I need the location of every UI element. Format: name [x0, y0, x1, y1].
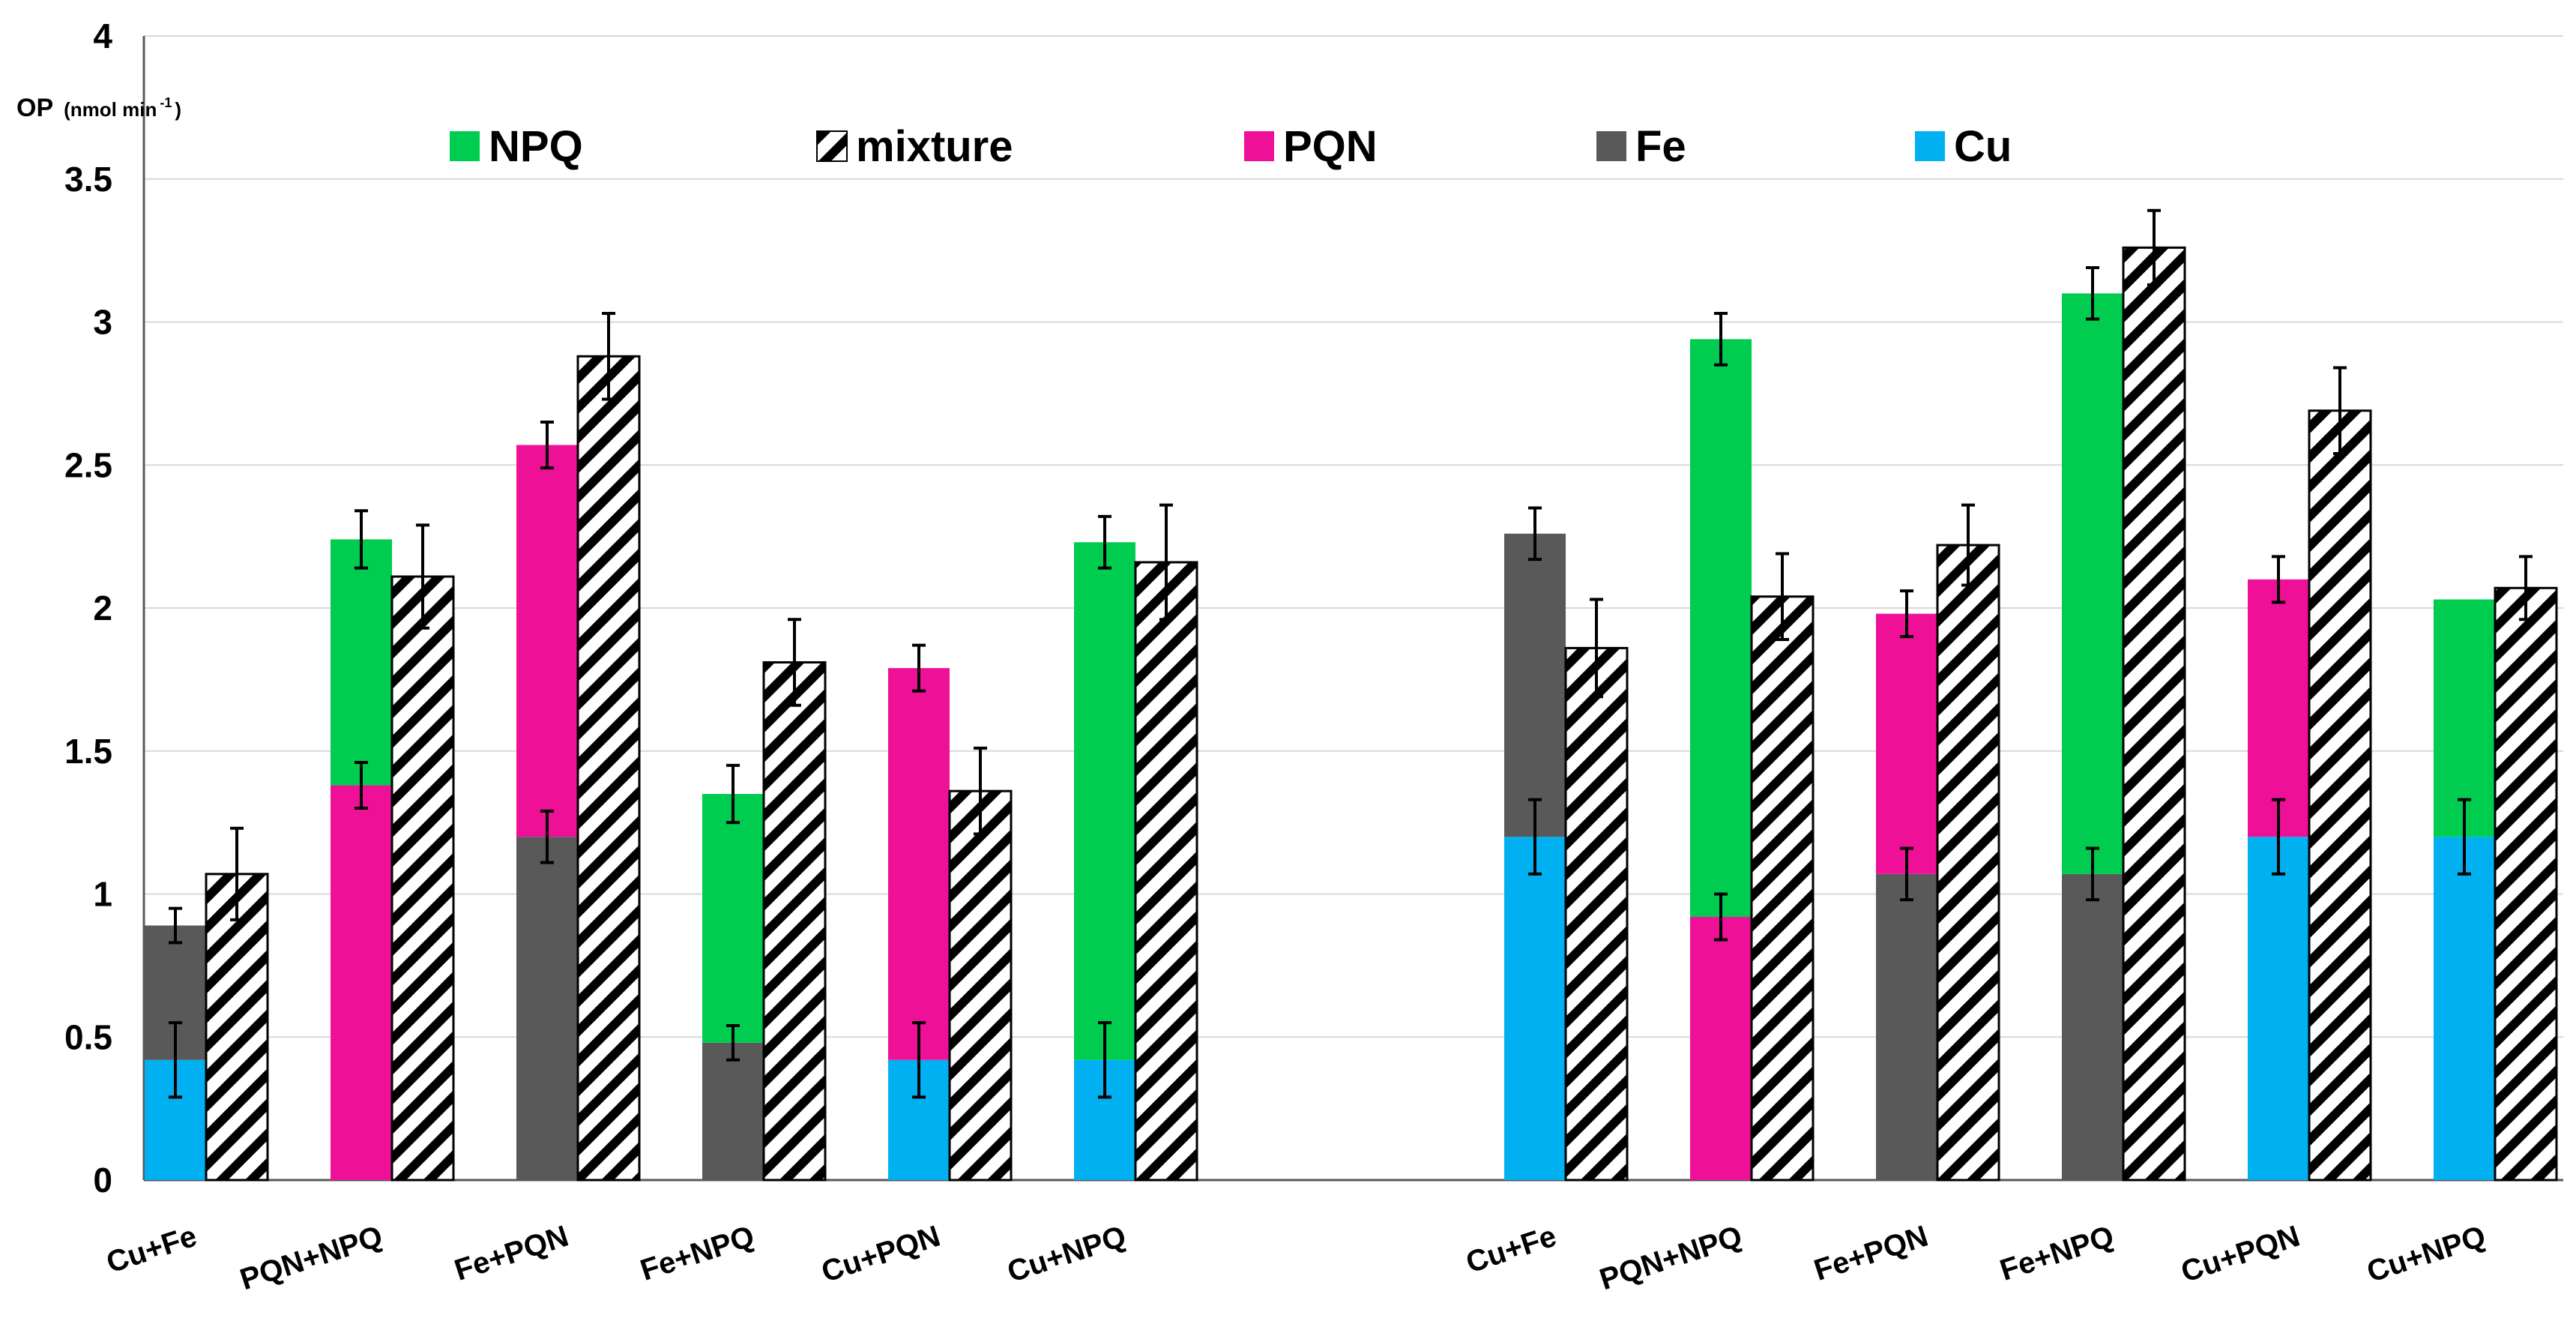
- bar-segment-fe: [2062, 873, 2123, 1180]
- legend: NPQ mixture PQN Fe Cu: [450, 122, 2012, 171]
- bar-segment-pqn: [331, 785, 392, 1180]
- y-axis-label: OP: [16, 94, 53, 122]
- bar-mixture: [1750, 595, 1815, 1182]
- y-axis-unit-superscript: -1: [160, 95, 172, 110]
- legend-swatch-npq: [450, 131, 480, 161]
- bar-segment-pqn: [888, 668, 950, 1060]
- y-tick-label: 0: [93, 1161, 112, 1200]
- bar-segment-npq: [331, 539, 392, 786]
- bar-mixture: [2308, 409, 2372, 1182]
- bar-segment-cu: [2248, 837, 2309, 1180]
- category-label: Cu+NPQ: [1004, 1220, 1130, 1289]
- category-label: PQN+NPQ: [1596, 1220, 1746, 1297]
- category-label: Fe+PQN: [1810, 1220, 1932, 1287]
- category-label: Fe+NPQ: [636, 1220, 758, 1287]
- bar-segment-cu: [2434, 837, 2495, 1180]
- gridlines: [144, 35, 2563, 1038]
- category-label: Fe+PQN: [450, 1220, 573, 1287]
- category-label: Fe+NPQ: [1996, 1220, 2118, 1287]
- y-tick-label: 1: [93, 875, 112, 914]
- category-label: Cu+NPQ: [2363, 1220, 2490, 1289]
- category-label: Cu+PQN: [818, 1220, 944, 1289]
- category-labels: Cu+Fe PQN+NPQ Fe+PQN Fe+NPQ Cu+PQN Cu+NPQ Cu+F…: [103, 1220, 2490, 1297]
- bar-segment-pqn: [2248, 579, 2309, 837]
- y-tick-labels: 0 0.5 1 1.5 2 2.5 3 3.5 4: [64, 16, 112, 1200]
- y-axis-unit: (nmol min: [64, 98, 157, 121]
- legend-swatch-fe: [1596, 131, 1626, 161]
- category-label: Cu+Fe: [1462, 1220, 1560, 1280]
- bar-segment-pqn: [1690, 917, 1752, 1180]
- bars: [145, 246, 2558, 1182]
- bar-mixture: [390, 575, 455, 1182]
- bar-segment-npq: [702, 793, 764, 1043]
- y-tick-label: 3: [93, 303, 112, 342]
- legend-swatch-pqn: [1244, 131, 1274, 161]
- y-tick-label: 0.5: [64, 1017, 112, 1056]
- bar-segment-fe: [1876, 873, 1937, 1180]
- bar-segment-cu: [1504, 837, 1566, 1180]
- bar-segment-fe: [1504, 533, 1566, 837]
- bar-segment-pqn: [516, 445, 578, 837]
- category-label: PQN+NPQ: [236, 1220, 387, 1297]
- bar-mixture: [1134, 561, 1198, 1182]
- y-axis-title: OP (nmol min -1 ): [16, 94, 181, 122]
- legend-swatch-cu: [1915, 131, 1945, 161]
- bar-segment-fe: [702, 1042, 764, 1180]
- legend-label-mixture: mixture: [856, 122, 1013, 171]
- legend-label-pqn: PQN: [1283, 122, 1378, 171]
- legend-swatch-mixture: [816, 130, 848, 162]
- bar-mixture: [576, 355, 641, 1182]
- bar-segment-pqn: [1876, 613, 1937, 874]
- bar-segment-fe: [516, 837, 578, 1180]
- y-tick-label: 2.5: [64, 445, 112, 484]
- y-tick-label: 2: [93, 589, 112, 628]
- bar-mixture: [1936, 544, 2000, 1182]
- bar-mixture: [205, 873, 269, 1182]
- bar-segment-npq: [2434, 599, 2495, 837]
- legend-label-fe: Fe: [1635, 122, 1686, 171]
- y-tick-label: 1.5: [64, 732, 112, 771]
- bar-mixture: [2494, 586, 2558, 1182]
- legend-label-npq: NPQ: [489, 122, 583, 171]
- error-bars: [169, 208, 2533, 1099]
- bar-mixture: [948, 789, 1013, 1182]
- bar-segment-npq: [1074, 542, 1135, 1060]
- bar-mixture: [2122, 246, 2186, 1182]
- category-label: Cu+Fe: [103, 1220, 201, 1280]
- y-axis-unit-close: ): [175, 98, 181, 121]
- bar-segment-npq: [2062, 293, 2123, 874]
- category-label: Cu+PQN: [2177, 1220, 2304, 1289]
- y-tick-label: 4: [93, 16, 112, 55]
- bar-mixture: [762, 661, 827, 1182]
- y-tick-label: 3.5: [64, 160, 112, 199]
- bar-mixture: [1564, 646, 1629, 1182]
- legend-label-cu: Cu: [1954, 122, 2012, 171]
- bar-segment-npq: [1690, 339, 1752, 918]
